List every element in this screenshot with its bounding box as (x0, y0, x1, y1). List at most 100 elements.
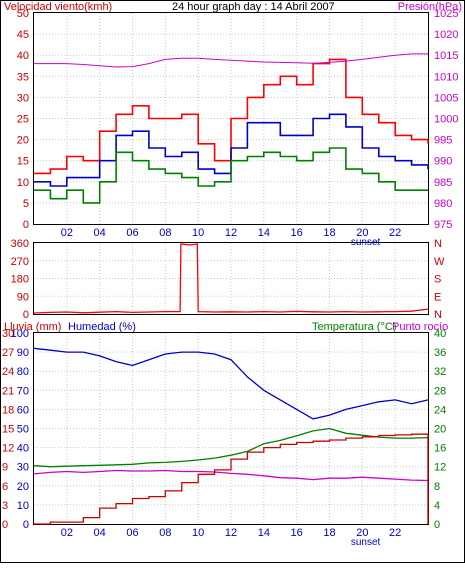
y-tick-label-right: 32 (434, 366, 446, 378)
temperature-series (33, 427, 429, 468)
x-tick-label: 22 (389, 527, 401, 539)
wind-direction-series (33, 243, 429, 314)
y-tick-label-right: W (434, 256, 445, 268)
y-tick-label-right: 980 (434, 198, 452, 210)
y-tick-label-right: 1000 (434, 114, 458, 126)
y-tick-label-right: E (434, 291, 441, 303)
temperature-axis-label: Temperatura (°C) (312, 321, 396, 333)
y-tick-label-right: N (434, 309, 442, 321)
x-tick-label: 08 (159, 227, 171, 239)
y-tick-label-left: 90 (17, 291, 29, 303)
x-tick-label: 14 (258, 227, 270, 239)
y-tick-label-right: 16 (434, 443, 446, 455)
y-tick-label-right: 36 (434, 347, 446, 359)
y-tick-label-rain: 6 (2, 481, 8, 493)
y-tick-label-left: 0 (23, 519, 29, 531)
y-tick-label-right: 1005 (434, 92, 458, 104)
x-tick-label: 20 (356, 227, 368, 239)
sunset-marker-label: sunset (351, 237, 381, 248)
y-tick-label-left: 90 (17, 347, 29, 359)
y-tick-label-right: 1020 (434, 29, 458, 41)
y-tick-label-right: 4 (434, 500, 440, 512)
y-tick-label-left: 0 (23, 219, 29, 231)
wind-speed-axis-label: Velocidad viento(kmh) (4, 1, 112, 13)
y-tick-label-rain: 21 (2, 385, 14, 397)
pressure-axis-label: Presión(hPa) (398, 1, 462, 13)
x-tick-label: 16 (291, 227, 303, 239)
y-tick-label-left: 20 (17, 481, 29, 493)
y-tick-label-left: 360 (11, 238, 29, 250)
y-tick-label-rain: 9 (2, 462, 8, 474)
y-tick-label-left: 35 (17, 71, 29, 83)
x-tick-label: 10 (192, 527, 204, 539)
x-tick-label: 04 (94, 527, 106, 539)
y-tick-label-left: 270 (11, 256, 29, 268)
y-tick-label-right: 40 (434, 328, 446, 340)
x-tick-label: 20 (356, 527, 368, 539)
x-tick-label: 06 (126, 227, 138, 239)
y-tick-label-left: 50 (17, 8, 29, 20)
y-tick-label-rain: 12 (2, 443, 14, 455)
y-tick-label-left: 30 (17, 462, 29, 474)
x-tick-label: 04 (94, 227, 106, 239)
y-tick-label-left: 10 (17, 500, 29, 512)
y-tick-label-left: 100 (11, 328, 29, 340)
y-tick-label-left: 15 (17, 156, 29, 168)
y-tick-label-right: 1015 (434, 50, 458, 62)
rain-axis-label: Lluvia (mm) (4, 321, 61, 333)
x-tick-label: 08 (159, 527, 171, 539)
y-tick-label-right: 20 (434, 424, 446, 436)
y-tick-label-right: 975 (434, 219, 452, 231)
y-tick-label-rain: 3 (2, 500, 8, 512)
humidity-axis-label: Humedad (%) (68, 321, 136, 333)
x-tick-label: 18 (323, 527, 335, 539)
y-tick-label-right: 1010 (434, 71, 458, 83)
y-tick-label-right: 995 (434, 135, 452, 147)
y-tick-label-right: 12 (434, 462, 446, 474)
y-tick-label-right: 28 (434, 385, 446, 397)
x-tick-label: 06 (126, 527, 138, 539)
y-tick-label-left: 50 (17, 424, 29, 436)
humidity-series (33, 347, 429, 420)
sunset-marker-label: sunset (351, 537, 381, 548)
y-tick-label-right: 1025 (434, 8, 458, 20)
y-tick-label-left: 0 (23, 309, 29, 321)
y-tick-label-right: 990 (434, 156, 452, 168)
y-tick-label-left: 10 (17, 177, 29, 189)
chart-title: 24 hour graph day : 14 Abril 2007 (172, 1, 335, 13)
y-tick-label-left: 40 (17, 443, 29, 455)
y-tick-label-left: 45 (17, 29, 29, 41)
y-tick-label-right: 24 (434, 404, 446, 416)
y-tick-label-left: 25 (17, 114, 29, 126)
x-tick-label: 12 (225, 227, 237, 239)
y-tick-label-left: 30 (17, 92, 29, 104)
y-tick-label-rain: 15 (2, 424, 14, 436)
x-tick-label: 02 (61, 227, 73, 239)
y-tick-label-right: N (434, 238, 442, 250)
x-tick-label: 16 (291, 527, 303, 539)
y-tick-label-rain: 24 (2, 366, 14, 378)
x-tick-label: 14 (258, 527, 270, 539)
x-tick-label: 10 (192, 227, 204, 239)
y-tick-label-right: 985 (434, 177, 452, 189)
x-tick-label: 12 (225, 527, 237, 539)
y-tick-label-left: 20 (17, 135, 29, 147)
y-tick-label-left: 5 (23, 198, 29, 210)
wind-min-series (34, 147, 428, 204)
y-tick-label-right: 0 (434, 519, 440, 531)
wind-gust-series (34, 58, 429, 175)
x-tick-label: 22 (389, 227, 401, 239)
y-tick-label-right: 8 (434, 481, 440, 493)
y-tick-label-rain: 27 (2, 347, 14, 359)
y-tick-label-left: 60 (17, 404, 29, 416)
x-tick-label: 18 (323, 227, 335, 239)
pressure-series (34, 53, 428, 68)
y-tick-label-rain: 30 (2, 328, 14, 340)
dew-point-axis-label: Punto rocío (392, 321, 448, 333)
y-tick-label-right: S (434, 274, 441, 286)
x-tick-label: 02 (61, 527, 73, 539)
wind-direction-panel (33, 242, 429, 315)
y-tick-label-rain: 0 (2, 519, 8, 531)
